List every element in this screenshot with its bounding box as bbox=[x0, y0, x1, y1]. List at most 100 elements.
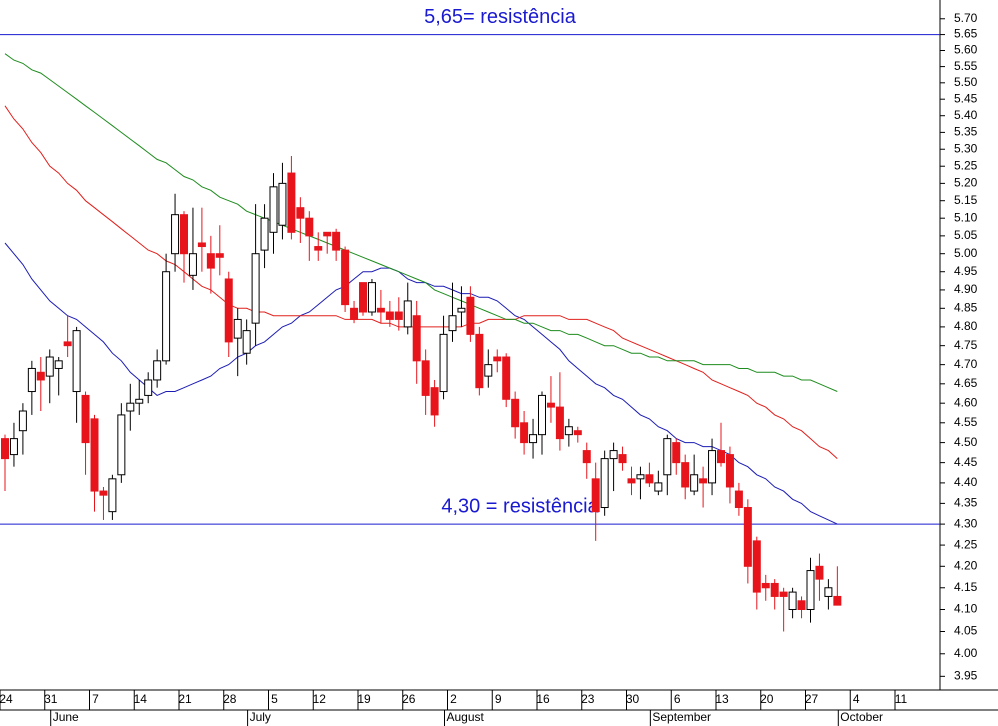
candle-body bbox=[618, 454, 627, 464]
candle-body bbox=[627, 478, 636, 484]
y-tick-label: 5.70 bbox=[954, 11, 978, 25]
candle-body bbox=[376, 307, 385, 313]
y-tick-label: 5.00 bbox=[954, 246, 978, 260]
y-tick-label: 4.70 bbox=[954, 357, 978, 371]
candle-body bbox=[332, 231, 341, 251]
candle-body bbox=[72, 330, 81, 393]
y-tick-label: 5.25 bbox=[954, 158, 978, 172]
candle-body bbox=[278, 182, 287, 226]
y-tick-label: 4.60 bbox=[954, 395, 978, 409]
x-tick-label: 19 bbox=[357, 692, 371, 706]
candle-body bbox=[54, 360, 63, 369]
candle-body bbox=[251, 253, 260, 324]
x-tick-label: 7 bbox=[92, 692, 99, 706]
x-tick-label: 31 bbox=[44, 692, 58, 706]
candle-body bbox=[412, 315, 421, 362]
y-tick-label: 5.45 bbox=[954, 91, 978, 105]
candle-body bbox=[341, 249, 350, 306]
candle-body bbox=[797, 600, 806, 611]
y-tick-label: 5.30 bbox=[954, 141, 978, 155]
candle-body bbox=[708, 450, 717, 484]
y-tick-label: 5.60 bbox=[954, 43, 978, 57]
candle-body bbox=[448, 315, 457, 332]
candle-body bbox=[806, 570, 815, 611]
candle-body bbox=[672, 442, 681, 464]
x-tick-label: 4 bbox=[853, 692, 860, 706]
candle-body bbox=[260, 217, 269, 251]
candle-body bbox=[206, 253, 215, 269]
month-label: October bbox=[840, 710, 883, 724]
candle-body bbox=[457, 307, 466, 313]
candle-body bbox=[135, 398, 144, 404]
candle-body bbox=[171, 214, 180, 255]
candle-body bbox=[359, 282, 367, 313]
y-tick-label: 5.05 bbox=[954, 228, 978, 242]
candle-body bbox=[511, 398, 520, 428]
candle-body bbox=[654, 482, 663, 492]
candle-body bbox=[546, 402, 555, 408]
x-tick-label: 20 bbox=[760, 692, 774, 706]
candle-body bbox=[45, 356, 54, 377]
candle-body bbox=[197, 242, 206, 248]
candle-body bbox=[90, 418, 99, 492]
candle-body bbox=[9, 438, 18, 456]
candle-body bbox=[538, 394, 546, 436]
x-tick-label: 13 bbox=[715, 692, 729, 706]
x-tick-label: 16 bbox=[536, 692, 550, 706]
candle-body bbox=[591, 478, 600, 513]
candle-body bbox=[609, 450, 618, 460]
candle-body bbox=[126, 402, 135, 412]
x-tick-label: 23 bbox=[581, 692, 595, 706]
candle-body bbox=[350, 307, 359, 320]
candle-body bbox=[18, 410, 27, 432]
candle-body bbox=[529, 434, 538, 444]
moving-average bbox=[4, 242, 838, 525]
candle-body bbox=[385, 311, 394, 320]
candle-body bbox=[582, 450, 591, 464]
candle-body bbox=[681, 462, 690, 488]
candle-body bbox=[752, 540, 761, 593]
candle-body bbox=[430, 387, 439, 416]
candle-body bbox=[466, 296, 475, 335]
y-tick-label: 4.80 bbox=[954, 319, 978, 333]
candle-body bbox=[314, 246, 323, 251]
candle-body bbox=[180, 214, 188, 255]
y-tick-label: 5.15 bbox=[954, 193, 978, 207]
candle-body bbox=[573, 430, 582, 436]
candle-body bbox=[287, 172, 296, 233]
candle-body bbox=[188, 253, 197, 276]
candle-body bbox=[824, 587, 833, 597]
candle-body bbox=[305, 217, 314, 237]
y-tick-label: 4.05 bbox=[954, 624, 978, 638]
resistance-label: 5,65= resistência bbox=[424, 6, 577, 28]
candle-body bbox=[439, 333, 448, 393]
y-tick-label: 4.20 bbox=[954, 558, 978, 572]
y-tick-label: 4.35 bbox=[954, 496, 978, 510]
candle-body bbox=[108, 478, 117, 513]
candle-body bbox=[761, 582, 770, 589]
x-tick-label: 5 bbox=[271, 692, 278, 706]
candle-body bbox=[36, 371, 45, 381]
y-tick-label: 5.10 bbox=[954, 210, 978, 224]
candle-body bbox=[81, 394, 90, 444]
moving-average bbox=[4, 53, 838, 392]
candle-body bbox=[484, 364, 493, 377]
y-tick-label: 5.50 bbox=[954, 75, 978, 89]
y-tick-label: 4.55 bbox=[954, 415, 978, 429]
candle-body bbox=[215, 253, 224, 258]
y-tick-label: 4.15 bbox=[954, 580, 978, 594]
candle-body bbox=[833, 595, 842, 606]
resistance-label: 4,30 = resistência bbox=[441, 495, 599, 517]
y-tick-label: 4.40 bbox=[954, 475, 978, 489]
candle-body bbox=[403, 300, 412, 328]
candle-body bbox=[600, 458, 609, 509]
candle-body bbox=[564, 426, 573, 436]
y-tick-label: 3.95 bbox=[954, 669, 978, 683]
candle-body bbox=[645, 474, 654, 484]
month-label: August bbox=[447, 710, 485, 724]
candle-body bbox=[636, 474, 645, 480]
y-tick-label: 5.20 bbox=[954, 176, 978, 190]
candle-body bbox=[117, 414, 126, 476]
x-tick-label: 12 bbox=[313, 692, 327, 706]
candle-body bbox=[520, 422, 529, 444]
